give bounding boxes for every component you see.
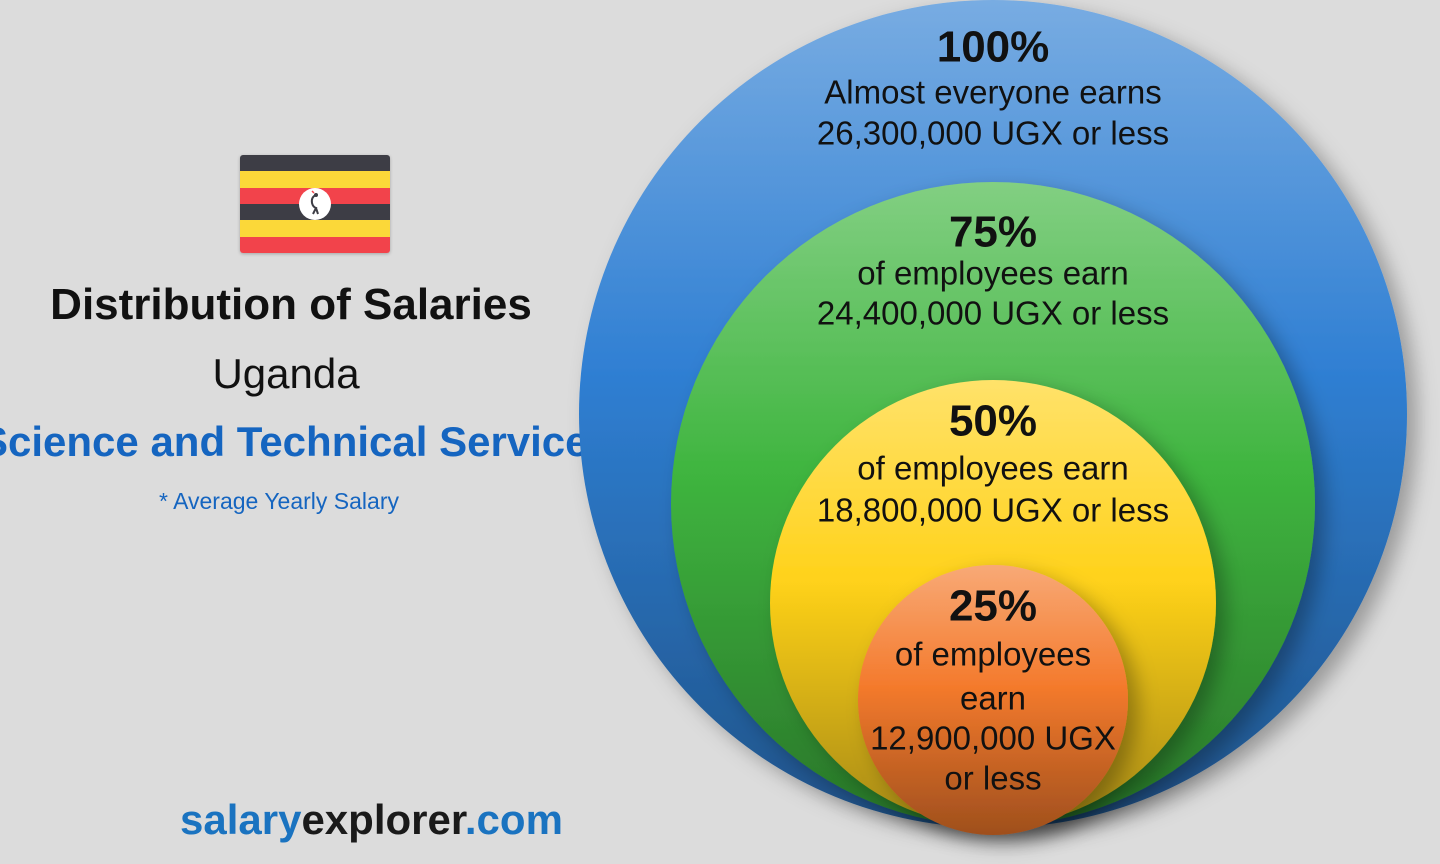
sector-name: Science and Technical Services [0, 418, 610, 465]
brand-logo[interactable]: salaryexplorer.com [180, 796, 563, 844]
country-name: Uganda [212, 350, 360, 397]
level-50-percent-label: 50% [949, 396, 1037, 445]
crane-emblem-icon [299, 188, 331, 220]
circle-25-percent [858, 565, 1128, 835]
level-75-description-label: of employees earn [857, 255, 1129, 292]
brand-part-salary: salary [180, 796, 302, 843]
level-100-description-label: Almost everyone earns [824, 74, 1162, 111]
flag-stripe [240, 171, 390, 188]
brand-part-explorer: explorer [301, 796, 465, 843]
level-25-amount-label: or less [944, 760, 1041, 797]
flag-stripe [240, 236, 390, 253]
level-25-percent-label: 25% [949, 581, 1037, 630]
level-25-description-label: earn [960, 680, 1026, 717]
level-100-amount-label: 26,300,000 UGX or less [817, 115, 1169, 152]
level-75-percent-label: 75% [949, 207, 1037, 256]
page-title: Distribution of Salaries [50, 280, 532, 329]
uganda-flag [240, 155, 390, 253]
flag-stripe [240, 155, 390, 172]
level-50-description-label: of employees earn [857, 450, 1129, 487]
flag-stripe [240, 220, 390, 237]
level-25-amount-label: 12,900,000 UGX [870, 720, 1116, 757]
level-75-amount-label: 24,400,000 UGX or less [817, 295, 1169, 332]
level-100-percent-label: 100% [937, 22, 1050, 71]
brand-part-com: .com [464, 796, 563, 843]
level-25-description-label: of employees [895, 636, 1091, 673]
salary-note: * Average Yearly Salary [159, 488, 399, 514]
level-50-amount-label: 18,800,000 UGX or less [817, 492, 1169, 529]
